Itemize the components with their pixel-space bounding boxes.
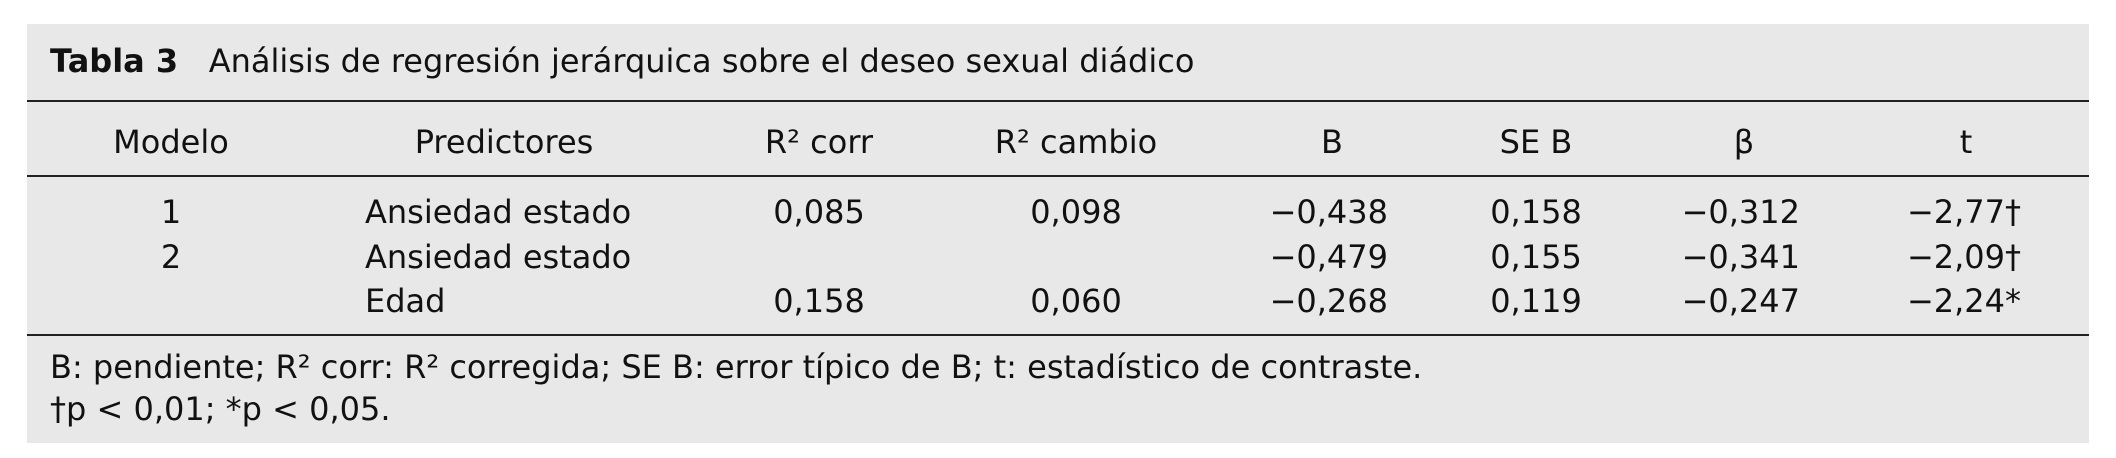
- column-header: Predictores: [414, 123, 594, 161]
- table-cell: −0,438: [1269, 193, 1388, 231]
- table-cell: 0,060: [1030, 282, 1122, 320]
- table-cell: 1: [160, 193, 182, 231]
- table-cell: −0,341: [1681, 238, 1800, 276]
- table-cell: −2,24*: [1906, 282, 2021, 320]
- column-header: SE B: [1499, 123, 1573, 161]
- table-cell: Edad: [365, 282, 446, 320]
- column-header: β: [1733, 123, 1755, 161]
- column-header: t: [1959, 123, 1973, 161]
- rule: [27, 100, 2089, 102]
- table-cell: −0,479: [1269, 238, 1388, 276]
- table-cell: −0,312: [1681, 193, 1800, 231]
- table-title: Análisis de regresión jerárquica sobre e…: [208, 42, 1195, 80]
- table-cell: −2,09†: [1906, 238, 2021, 276]
- table-cell: 0,085: [773, 193, 865, 231]
- column-header: B: [1321, 123, 1343, 161]
- table-cell: 0,155: [1490, 238, 1582, 276]
- column-header: Modelo: [113, 123, 229, 161]
- table-cell: 0,119: [1490, 282, 1582, 320]
- table-number: Tabla 3: [50, 42, 179, 80]
- table-cell: 0,158: [1490, 193, 1582, 231]
- column-header: R² cambio: [994, 123, 1158, 161]
- table-panel: [27, 24, 2089, 443]
- table-cell: −0,268: [1269, 282, 1388, 320]
- table-cell: Ansiedad estado: [365, 193, 632, 231]
- table-cell: 2: [160, 238, 182, 276]
- rule: [27, 334, 2089, 336]
- footnote: B: pendiente; R² corr: R² corregida; SE …: [50, 348, 1423, 386]
- table-cell: −0,247: [1681, 282, 1800, 320]
- table-caption: Tabla 3 Análisis de regresión jerárquica…: [50, 41, 1194, 81]
- footnote: †p < 0,01; *p < 0,05.: [50, 390, 391, 428]
- table-cell: −2,77†: [1906, 193, 2021, 231]
- column-header: R² corr: [764, 123, 874, 161]
- table-cell: 0,158: [773, 282, 865, 320]
- rule: [27, 175, 2089, 177]
- table-cell: 0,098: [1030, 193, 1122, 231]
- table-cell: Ansiedad estado: [365, 238, 632, 276]
